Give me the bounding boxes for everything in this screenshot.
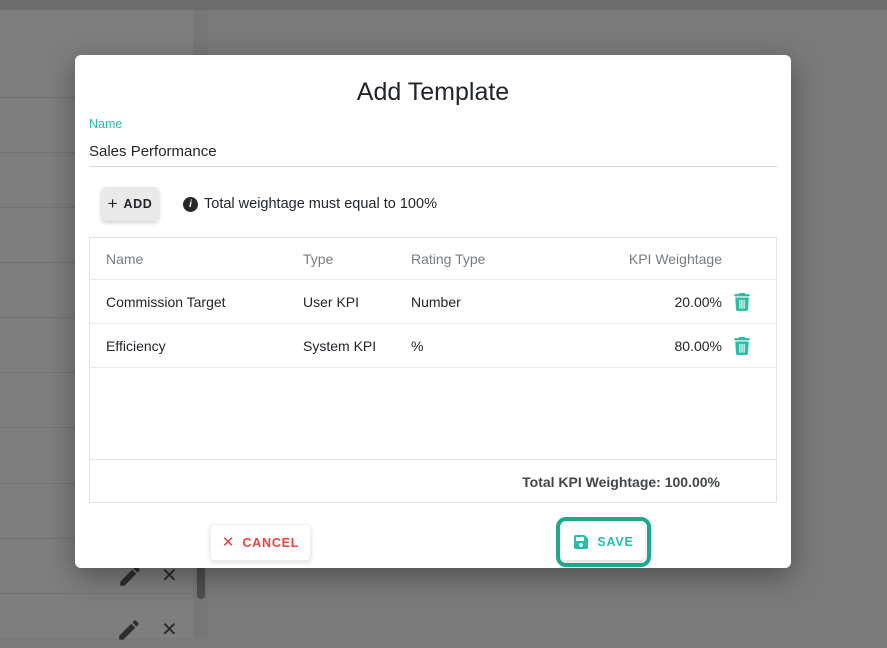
kpi-weightage-cell: 20.00%	[674, 293, 722, 310]
save-button-label: SAVE	[597, 535, 634, 549]
edit-pencil-icon[interactable]	[116, 617, 142, 648]
kpi-weightage-cell: 80.00%	[674, 337, 722, 354]
background-scrollbar-thumb[interactable]	[197, 566, 205, 599]
table-empty-space	[90, 368, 776, 459]
cancel-button[interactable]: ✕ CANCEL	[210, 524, 311, 561]
kpi-table: Name Type Rating Type KPI Weightage Comm…	[89, 237, 777, 503]
col-header-name: Name	[106, 250, 144, 267]
kpi-name-cell: Efficiency	[106, 337, 166, 354]
background-row-divider	[0, 593, 193, 594]
kpi-type-cell: User KPI	[303, 293, 360, 310]
kpi-rating-type-cell: Number	[411, 293, 461, 310]
table-row: Commission Target User KPI Number 20.00%	[90, 280, 776, 324]
save-button[interactable]: SAVE	[562, 524, 645, 560]
table-row: Efficiency System KPI % 80.00%	[90, 324, 776, 368]
col-header-kpi-weightage: KPI Weightage	[628, 250, 722, 267]
col-header-type: Type	[303, 250, 334, 267]
edit-pencil-icon[interactable]	[117, 563, 143, 594]
save-floppy-icon	[574, 535, 589, 549]
info-icon: i	[183, 196, 198, 212]
cancel-button-label: CANCEL	[242, 535, 300, 550]
delete-kpi-button[interactable]	[722, 336, 762, 355]
save-button-highlight-ring: SAVE	[556, 517, 651, 567]
delete-x-icon[interactable]: ✕	[161, 565, 178, 587]
kpi-type-cell: System KPI	[303, 337, 377, 354]
kpi-rating-type-cell: %	[411, 337, 424, 354]
name-input[interactable]	[89, 136, 777, 167]
trash-icon	[734, 336, 750, 355]
col-header-rating-type: Rating Type	[411, 250, 486, 267]
trash-icon	[734, 292, 750, 311]
name-field-label: Name	[89, 117, 123, 131]
delete-x-icon[interactable]: ✕	[161, 619, 178, 641]
kpi-name-cell: Commission Target	[106, 293, 226, 310]
plus-icon: +	[107, 194, 118, 213]
add-template-modal: Add Template Name + ADD i Total weightag…	[75, 55, 791, 568]
weightage-info-text: Total weightage must equal to 100%	[204, 196, 437, 212]
delete-kpi-button[interactable]	[722, 292, 762, 311]
add-button-label: ADD	[123, 197, 153, 211]
total-weightage-label: Total KPI Weightage: 100.00%	[522, 473, 720, 490]
modal-title: Add Template	[356, 78, 510, 106]
background-navbar-edge	[0, 0, 887, 10]
total-weightage-row: Total KPI Weightage: 100.00%	[90, 459, 776, 503]
add-kpi-button[interactable]: + ADD	[101, 187, 159, 221]
cancel-x-icon: ✕	[221, 534, 235, 551]
kpi-table-header: Name Type Rating Type KPI Weightage	[90, 238, 776, 280]
